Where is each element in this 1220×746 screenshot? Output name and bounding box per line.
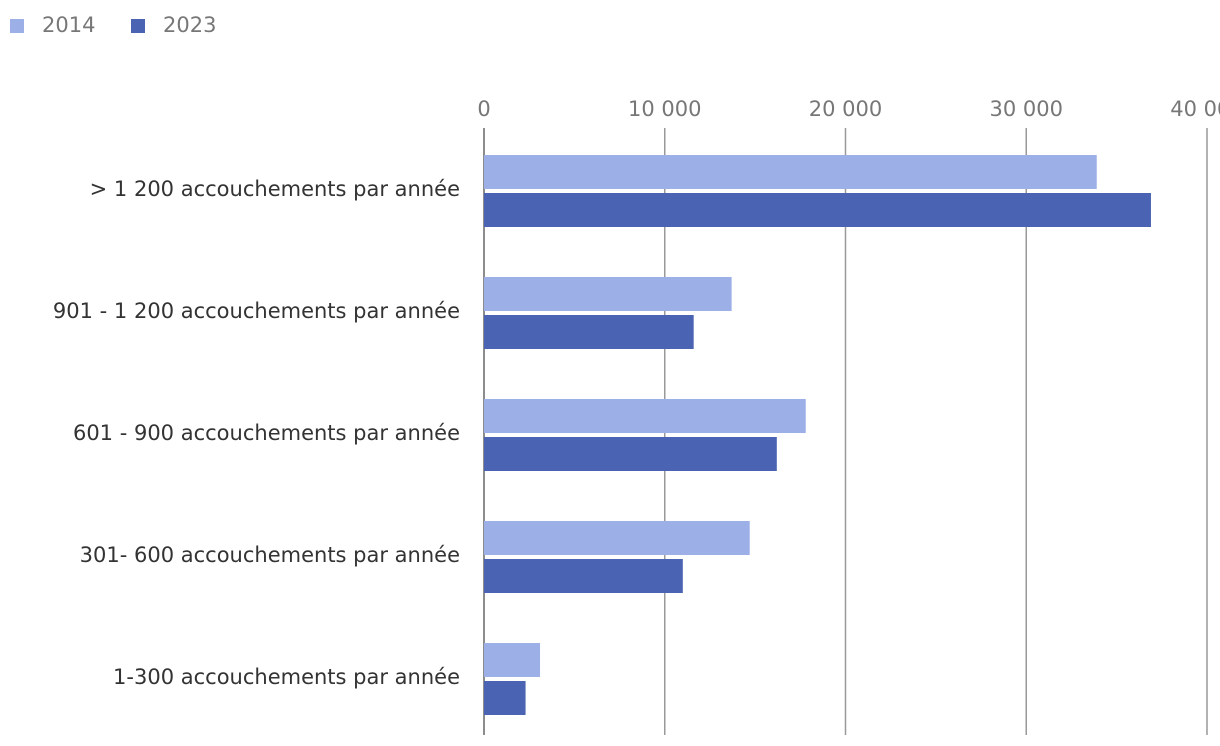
- x-tick-label: 30 000: [990, 97, 1063, 121]
- y-tick-label: 301- 600 accouchements par année: [80, 543, 460, 567]
- bar: [484, 193, 1151, 227]
- x-tick-label: 10 000: [628, 97, 701, 121]
- y-tick-label: 601 - 900 accouchements par année: [73, 421, 460, 445]
- legend-swatch: [131, 19, 145, 33]
- bar: [484, 559, 683, 593]
- bar: [484, 681, 526, 715]
- legend-label: 2014: [42, 13, 95, 37]
- legend-label: 2023: [163, 13, 216, 37]
- x-tick-label: 0: [477, 97, 490, 121]
- bar: [484, 399, 806, 433]
- bar: [484, 521, 750, 555]
- bar: [484, 155, 1097, 189]
- x-tick-label: 20 000: [809, 97, 882, 121]
- legend-swatch: [10, 19, 24, 33]
- x-tick-label: 40 000: [1170, 97, 1220, 121]
- y-tick-label: 1-300 accouchements par année: [113, 665, 460, 689]
- y-tick-label: > 1 200 accouchements par année: [90, 177, 460, 201]
- bar: [484, 277, 732, 311]
- bar: [484, 437, 777, 471]
- bar: [484, 643, 541, 677]
- y-tick-label: 901 - 1 200 accouchements par année: [53, 299, 460, 323]
- bar: [484, 315, 694, 349]
